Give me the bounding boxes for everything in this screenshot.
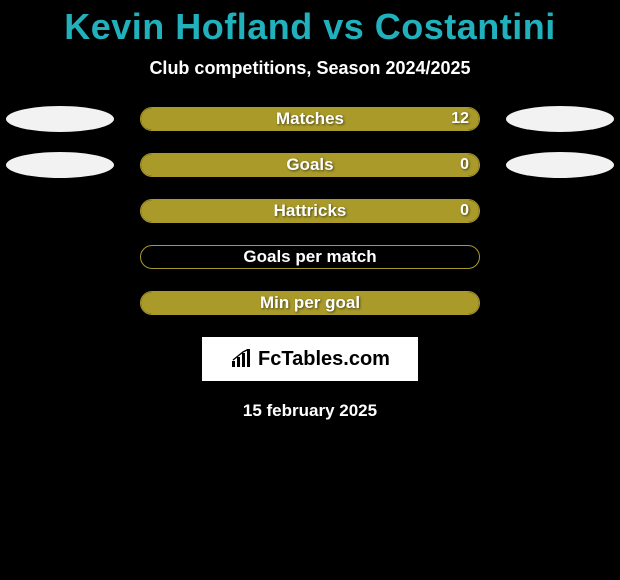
source-logo: FcTables.com — [202, 337, 418, 381]
bar-track: Matches12 — [140, 107, 480, 131]
bar-fill — [141, 292, 479, 314]
stat-row: Hattricks0 — [0, 199, 620, 223]
footer-date: 15 february 2025 — [0, 401, 620, 421]
bar-track: Min per goal — [140, 291, 480, 315]
left-ellipse — [6, 152, 114, 178]
logo-text: FcTables.com — [258, 348, 390, 371]
bar-fill — [141, 108, 479, 130]
right-ellipse — [506, 152, 614, 178]
bar-track: Goals per match — [140, 245, 480, 269]
stat-row: Min per goal — [0, 291, 620, 315]
stat-row: Goals0 — [0, 153, 620, 177]
subtitle: Club competitions, Season 2024/2025 — [0, 58, 620, 79]
bar-track: Goals0 — [140, 153, 480, 177]
comparison-infographic: Kevin Hofland vs Costantini Club competi… — [0, 0, 620, 580]
bars-container: Matches12 Goals0 Hattricks0 Goals per match… — [0, 107, 620, 315]
chart-icon — [230, 349, 254, 369]
bar-fill — [141, 200, 479, 222]
page-title: Kevin Hofland vs Costantini — [0, 6, 620, 48]
stat-row: Matches12 — [0, 107, 620, 131]
right-ellipse — [506, 106, 614, 132]
bar-fill — [141, 154, 479, 176]
bar-label: Goals per match — [141, 246, 479, 268]
stat-row: Goals per match — [0, 245, 620, 269]
bar-track: Hattricks0 — [140, 199, 480, 223]
left-ellipse — [6, 106, 114, 132]
